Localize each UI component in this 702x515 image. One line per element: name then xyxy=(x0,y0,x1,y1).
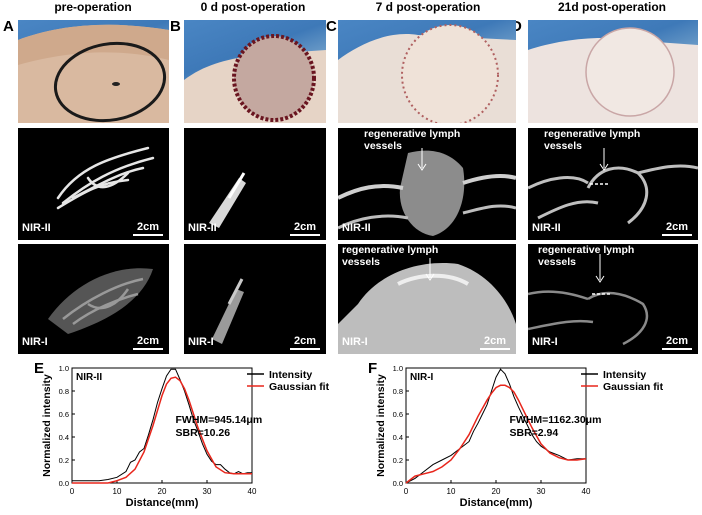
chart-f-y-tick-label: 0.6 xyxy=(393,410,403,419)
row-label-nir2-b: NIR-II xyxy=(188,222,217,234)
chart-e-x-tick-label: 20 xyxy=(158,487,167,496)
chart-e-y-tick-label: 0.4 xyxy=(59,433,69,442)
chart-f-x-tick-label: 30 xyxy=(537,487,546,496)
nir2-image-d: regenerative lymph vessels NIR-II 2cm xyxy=(528,128,698,240)
row-label-nir1-d: NIR-I xyxy=(532,336,558,348)
chart-f-series-intensity-line xyxy=(405,368,586,484)
nir2-image-c-vessels xyxy=(338,148,516,236)
scale-bar-nir2-a: 2cm xyxy=(133,221,163,236)
chart-e-annotation: FWHM=945.14μm xyxy=(176,414,263,426)
row-label-nir2-d: NIR-II xyxy=(532,222,561,234)
annotation-nir1-c: regenerative lymph vessels xyxy=(342,244,439,268)
col-title-d: 21d post-operation xyxy=(557,0,666,14)
row-label-nir2-c: NIR-II xyxy=(342,222,371,234)
chart-e-x-tick-label: 10 xyxy=(113,487,122,496)
chart-f-panel-title: NIR-I xyxy=(410,372,434,383)
nir1-image-d: regenerative lymph vessels NIR-I 2cm xyxy=(528,244,698,354)
annotation-nir2-d: regenerative lymph vessels xyxy=(544,128,641,152)
chart-f-y-tick-label: 0.0 xyxy=(393,479,403,488)
photo-21d-drawing xyxy=(528,27,698,123)
photo-pre-operation xyxy=(18,20,169,123)
nir2-image-b: NIR-II 2cm xyxy=(184,128,326,240)
chart-e-y-tick-label: 0.6 xyxy=(59,410,69,419)
chart-f-y-tick-label: 0.4 xyxy=(393,433,403,442)
chart-f-annotation: SBR=2.94 xyxy=(510,427,559,439)
scale-bar-nir2-d: 2cm xyxy=(662,221,692,236)
chart-e-y-axis-label: Normalized intensity xyxy=(41,374,53,477)
chart-e: 0 10 20 30 40 0.0 0.2 0.4 0.6 0.8 1.0 Distance(mm) N… xyxy=(41,364,330,509)
chart-f-y-tick-label: 0.2 xyxy=(393,456,403,465)
annotation-nir2-c: regenerative lymph vessels xyxy=(364,128,461,152)
chart-e-y-tick-label: 0.8 xyxy=(59,387,69,396)
col-title-c: 7 d post-operation xyxy=(375,0,481,14)
panel-letter-b: B xyxy=(170,18,181,35)
chart-e-legend-label: Gaussian fit xyxy=(269,381,330,393)
photo-pre-operation-drawing xyxy=(18,24,169,123)
chart-f-series-gaussian-fit-line xyxy=(405,384,587,484)
row-label-nir1-a: NIR-I xyxy=(22,336,48,348)
chart-e-y-tick-label: 0.2 xyxy=(59,456,69,465)
nir1-image-d-vessels xyxy=(528,254,649,346)
chart-f-x-axis-label: Distance(mm) xyxy=(460,497,533,509)
photo-7d-post-operation xyxy=(338,20,516,123)
annotation-nir1-d: regenerative lymph vessels xyxy=(538,244,635,268)
chart-f-x-tick-label: 10 xyxy=(447,487,456,496)
col-title-a: pre-operation xyxy=(54,0,132,14)
chart-f-y-axis-label: Normalized intensity xyxy=(375,374,387,477)
chart-f-x-tick-label: 0 xyxy=(404,487,409,496)
chart-e-x-axis-label: Distance(mm) xyxy=(126,497,199,509)
col-title-b: 0 d post-operation xyxy=(200,0,306,14)
row-label-nir1-c: NIR-I xyxy=(342,336,368,348)
chart-e-x-tick-label: 40 xyxy=(248,487,257,496)
chart-f-y-tick-label: 0.8 xyxy=(393,387,403,396)
row-label-nir1-b: NIR-I xyxy=(188,336,214,348)
chart-f-legend-label: Intensity xyxy=(603,369,646,381)
nir1-image-a: NIR-I 2cm xyxy=(18,244,169,354)
chart-e-y-tick-label: 1.0 xyxy=(59,364,69,373)
nir2-image-b-vessels xyxy=(209,172,246,228)
photo-0d-drawing xyxy=(184,34,326,123)
nir2-image-c: regenerative lymph vessels NIR-II xyxy=(338,128,516,240)
scale-bar-nir2-b: 2cm xyxy=(290,221,320,236)
nir2-image-d-vessels xyxy=(528,148,698,225)
chart-e-series-intensity-line xyxy=(72,368,252,482)
chart-f-y-tick-label: 1.0 xyxy=(393,364,403,373)
scale-bar-nir1-d: 2cm xyxy=(662,335,692,350)
chart-f: 0 10 20 30 40 0.0 0.2 0.4 0.6 0.8 1.0 Distance(mm) N… xyxy=(375,364,664,509)
nir1-image-a-vessels xyxy=(48,268,153,334)
photo-0d-post-operation xyxy=(184,20,326,123)
row-label-nir2-a: NIR-II xyxy=(22,222,51,234)
panel-letter-a: A xyxy=(3,18,14,35)
panel-letter-c: C xyxy=(326,18,337,35)
panel-letter-e: E xyxy=(34,360,45,377)
nir1-image-c-vessels xyxy=(338,258,516,354)
chart-e-series-gaussian-fit-line xyxy=(72,376,252,484)
chart-f-legend-label: Gaussian fit xyxy=(603,381,664,393)
nir2-image-a-vessels xyxy=(56,146,155,210)
chart-e-legend-label: Intensity xyxy=(269,369,312,381)
nir1-image-c: regenerative lymph vessels NIR-I 2cm xyxy=(338,244,516,354)
photo-7d-drawing xyxy=(338,24,516,123)
chart-e-x-tick-label: 30 xyxy=(203,487,212,496)
chart-e-panel-title: NIR-II xyxy=(76,372,102,383)
chart-f-annotation: FWHM=1162.30μm xyxy=(510,414,602,426)
chart-f-x-tick-label: 40 xyxy=(582,487,591,496)
scale-bar-nir1-a: 2cm xyxy=(133,335,163,350)
scale-bar-nir1-b: 2cm xyxy=(290,335,320,350)
photo-21d-post-operation xyxy=(528,20,698,123)
chart-f-x-tick-label: 20 xyxy=(492,487,501,496)
chart-e-annotation: SBR=10.26 xyxy=(176,427,231,439)
nir1-image-b: NIR-I 2cm xyxy=(184,244,326,354)
panel-letter-d: D xyxy=(511,18,522,35)
scale-bar-nir1-c: 2cm xyxy=(480,335,510,350)
nir1-image-b-vessels xyxy=(212,278,244,344)
chart-e-x-tick-label: 0 xyxy=(70,487,75,496)
nir2-image-a: NIR-II 2cm xyxy=(18,128,169,240)
panel-letter-f: F xyxy=(368,360,378,377)
chart-e-y-tick-label: 0.0 xyxy=(59,479,69,488)
